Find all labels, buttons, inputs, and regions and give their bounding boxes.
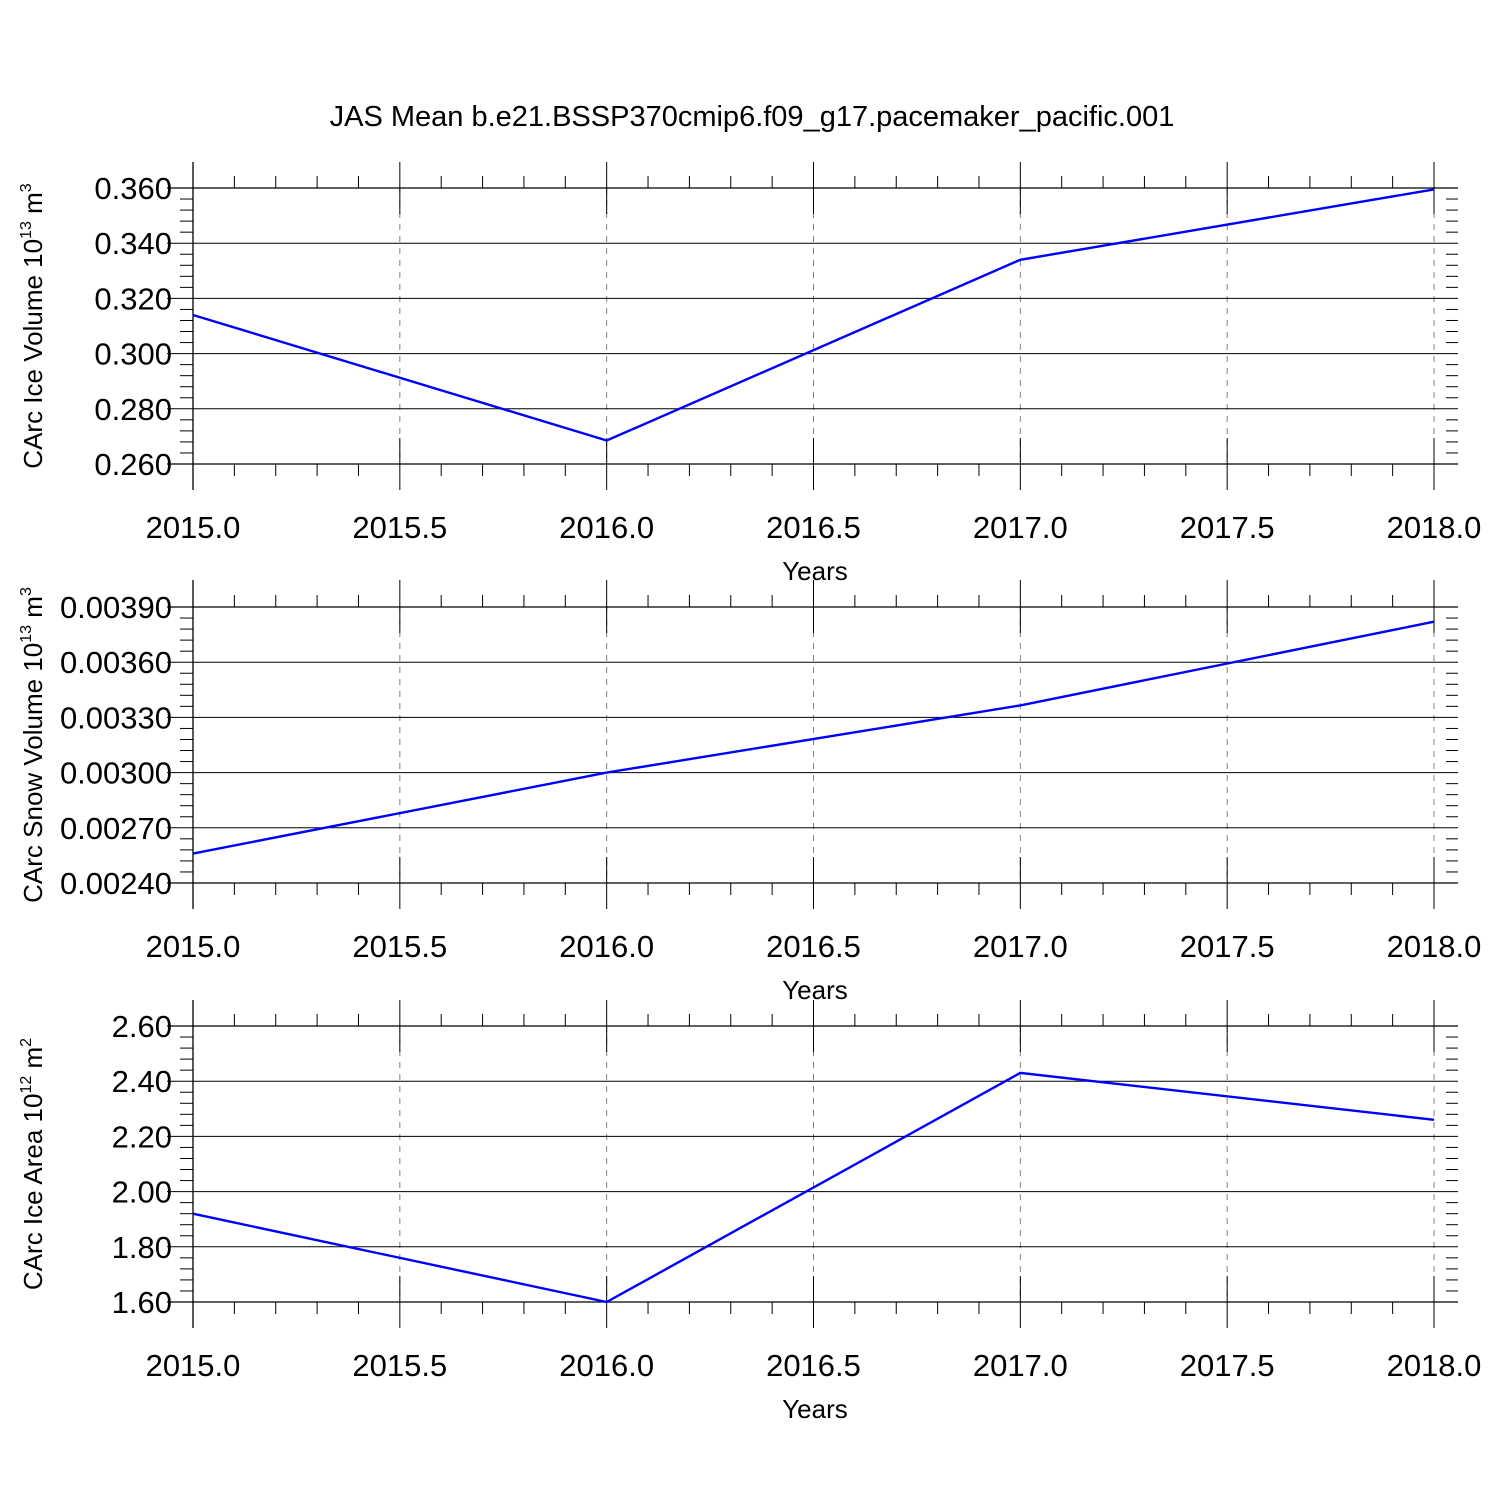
y-axis-label: CArc Ice Area 1012 m2: [18, 1038, 48, 1290]
y-tick-label: 0.00300: [60, 756, 172, 791]
y-tick-label: 0.360: [94, 171, 172, 206]
x-tick-label: 2017.5: [1180, 510, 1275, 545]
y-tick-label: 0.00240: [60, 866, 172, 901]
y-tick-label: 2.20: [112, 1119, 172, 1154]
y-tick-label: 2.00: [112, 1175, 172, 1210]
y-tick-label: 0.340: [94, 226, 172, 261]
y-tick-label: 0.320: [94, 281, 172, 316]
y-tick-label: 0.280: [94, 392, 172, 427]
y-axis-label: CArc Snow Volume 1013 m3: [18, 587, 48, 903]
y-tick-label: 0.00330: [60, 700, 172, 735]
chart-panel-2: 0.00240 0.00270 0.00300 0.00330 0.00360 0.003…: [18, 580, 1481, 1005]
x-tick-label: 2016.5: [766, 510, 861, 545]
y-tick-label: 0.300: [94, 337, 172, 372]
x-tick-label: 2018.0: [1387, 1348, 1482, 1383]
x-tick-label: 2017.5: [1180, 929, 1275, 964]
x-axis-label: Years: [782, 1394, 848, 1424]
x-axis-label: Years: [782, 975, 848, 1005]
x-tick-label: 2017.0: [973, 929, 1068, 964]
x-tick-label: 2018.0: [1387, 510, 1482, 545]
y-tick-label: 2.40: [112, 1064, 172, 1099]
y-tick-label: 0.00270: [60, 811, 172, 846]
series-line: [192, 1071, 1435, 1304]
x-tick-label: 2018.0: [1387, 929, 1482, 964]
series-line: [192, 620, 1435, 855]
y-tick-label: 2.60: [112, 1009, 172, 1044]
x-tick-label: 2017.5: [1180, 1348, 1275, 1383]
x-tick-label: 2016.5: [766, 1348, 861, 1383]
y-tick-label: 0.260: [94, 447, 172, 482]
x-tick-label: 2016.0: [559, 1348, 654, 1383]
x-tick-label: 2016.5: [766, 929, 861, 964]
chart-panel-3: 1.60 1.80 2.00 2.20 2.40 2.60 2015.0 2015.5 2016…: [18, 1000, 1481, 1424]
y-tick-label: 1.60: [112, 1285, 172, 1320]
x-tick-label: 2015.0: [146, 510, 241, 545]
x-tick-label: 2015.5: [352, 510, 447, 545]
x-tick-label: 2015.0: [146, 929, 241, 964]
y-tick-label: 1.80: [112, 1230, 172, 1265]
x-tick-label: 2015.5: [352, 929, 447, 964]
series-line: [192, 188, 1435, 442]
x-tick-label: 2017.0: [973, 1348, 1068, 1383]
chart-panel-1: 0.260 0.280 0.300 0.320 0.340 0.360 2015.0 2015…: [18, 162, 1481, 586]
x-tick-label: 2015.5: [352, 1348, 447, 1383]
chart-title: JAS Mean b.e21.BSSP370cmip6.f09_g17.pace…: [330, 101, 1175, 133]
y-tick-label: 0.00360: [60, 645, 172, 680]
x-tick-label: 2016.0: [559, 929, 654, 964]
x-tick-label: 2016.0: [559, 510, 654, 545]
x-tick-label: 2015.0: [146, 1348, 241, 1383]
x-axis-label: Years: [782, 556, 848, 586]
y-axis-label: CArc Ice Volume 1013 m3: [18, 183, 48, 468]
y-tick-label: 0.00390: [60, 590, 172, 625]
x-tick-label: 2017.0: [973, 510, 1068, 545]
